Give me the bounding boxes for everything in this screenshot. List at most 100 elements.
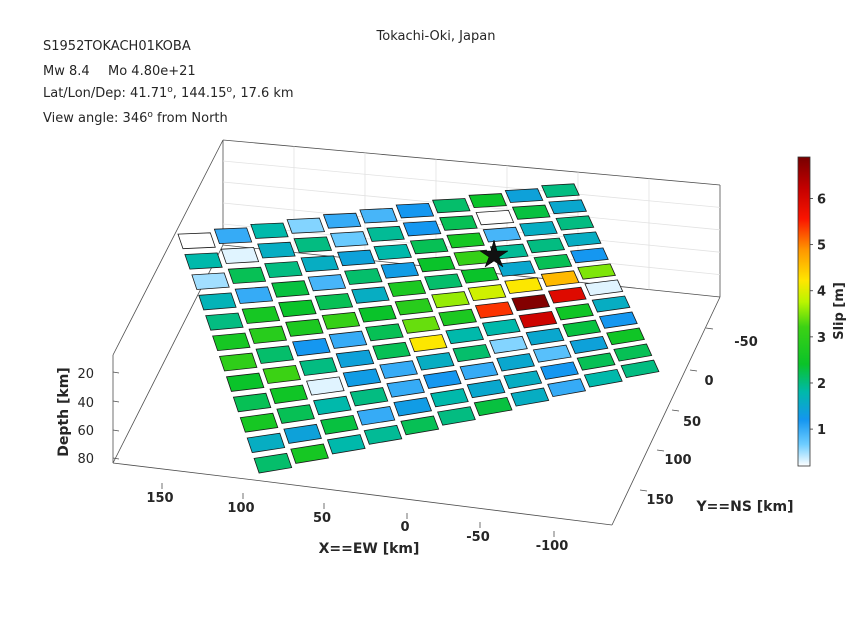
view-angle-suffix: from North — [153, 111, 228, 126]
slip-patch — [562, 319, 602, 338]
slip-patch — [177, 232, 216, 250]
slip-patch — [438, 308, 477, 327]
x-tick: -100 — [536, 539, 569, 554]
z-axis-label: Depth [km] — [56, 367, 72, 456]
slip-patch — [415, 352, 455, 371]
slip-patch — [576, 352, 616, 371]
y-tick-mark — [689, 369, 698, 372]
x-tick: 150 — [146, 491, 173, 506]
y-axis-label: Y==NS [km] — [696, 499, 794, 515]
lon-separator: , — [173, 86, 181, 101]
slip-patch — [468, 193, 507, 209]
slip-patch — [320, 414, 359, 435]
axes-frame-line — [261, 480, 613, 526]
slip-patch — [430, 388, 469, 408]
slip-patch — [322, 212, 362, 229]
slip-patch — [504, 277, 543, 294]
slip-patch — [518, 310, 558, 329]
y-tick-mark — [671, 409, 680, 412]
slip-patch — [532, 344, 572, 363]
slip-patch — [547, 286, 587, 304]
axes-frame-line — [611, 296, 721, 526]
slip-patch — [584, 279, 624, 297]
grid-line — [222, 181, 721, 231]
slip-patch — [212, 332, 251, 352]
slip-patch — [497, 260, 536, 277]
z-tick-mark — [112, 429, 120, 432]
slip-patch — [547, 378, 587, 398]
slip-patch — [570, 247, 609, 264]
colorbar-bar — [797, 156, 811, 467]
slip-patch — [335, 349, 375, 369]
slip-patch — [446, 232, 485, 249]
colorbar-tick-label: 5 — [817, 239, 826, 254]
slip-patch — [504, 188, 544, 203]
colorbar-label: Slip [m] — [832, 282, 847, 340]
magnitude-label: Mw 8.4 — [43, 64, 90, 79]
slip-patch — [239, 412, 279, 433]
slip-patch — [306, 376, 345, 396]
slip-patch — [569, 336, 609, 354]
y-tick-mark — [639, 489, 648, 492]
slip-patch — [408, 334, 448, 353]
slip-patch — [262, 364, 302, 384]
slip-patch — [482, 226, 522, 243]
slip-patch — [220, 247, 260, 264]
slip-patch — [292, 337, 331, 357]
x-axis-label: X==EW [km] — [319, 541, 420, 557]
slip-patch — [511, 294, 551, 312]
slip-patch — [269, 384, 309, 404]
slip-patch — [271, 280, 310, 298]
slip-patch — [349, 387, 389, 407]
slip-patch — [613, 343, 653, 362]
slip-patch — [460, 266, 500, 284]
slip-patch — [606, 327, 645, 346]
slip-patch — [473, 396, 513, 417]
chart-title: Tokachi-Oki, Japan — [376, 29, 496, 44]
slip-patch — [526, 237, 566, 254]
y-tick-mark — [705, 327, 714, 330]
slip-patch — [286, 217, 326, 234]
depth-value: , 17.6 km — [232, 86, 294, 101]
colorbar-tick-label: 3 — [817, 331, 826, 346]
slip-patch — [401, 316, 441, 334]
slip-patch — [313, 395, 352, 416]
x-tick: 0 — [400, 520, 409, 535]
slip-patch — [300, 255, 340, 273]
slip-patch — [337, 249, 376, 267]
slip-patch — [416, 255, 456, 273]
slip-patch — [510, 387, 550, 407]
axes-frame-line — [112, 462, 263, 482]
z-tick: 40 — [77, 396, 94, 411]
y-axis: -50 0 50 100 150 Y==NS [km] — [646, 335, 793, 515]
grid-line — [222, 160, 721, 208]
slip-patch — [257, 241, 296, 259]
lon-value: 144.15 — [181, 86, 227, 101]
slip-patch — [548, 199, 587, 215]
slip-patch — [363, 424, 403, 445]
view-angle-line: View angle: 346o from North — [43, 110, 228, 126]
z-tick: 20 — [77, 367, 94, 382]
slip-patch — [620, 359, 660, 378]
slip-patch — [227, 266, 267, 284]
slip-patch — [459, 361, 499, 381]
z-tick-mark — [112, 371, 120, 374]
moment-label: Mo 4.80e+21 — [108, 64, 196, 79]
slip-patch — [503, 370, 543, 389]
slip-patch — [432, 198, 471, 214]
axes-frame-line — [222, 139, 721, 186]
colorbar-tick-label: 4 — [817, 285, 826, 300]
degree-mark: o — [227, 85, 233, 95]
slip-patch — [372, 341, 411, 361]
slip-patches — [177, 183, 660, 474]
slip-patch — [540, 270, 580, 287]
z-tick-mark — [112, 457, 120, 460]
slip-patch — [577, 263, 616, 280]
slip-patch — [467, 284, 507, 302]
slip-patch — [250, 222, 289, 239]
latlondep-prefix: Lat/Lon/Dep: 41.71 — [43, 86, 167, 101]
slip-patch — [344, 268, 383, 285]
slip-patch — [264, 261, 303, 279]
slip-patch — [583, 368, 623, 388]
